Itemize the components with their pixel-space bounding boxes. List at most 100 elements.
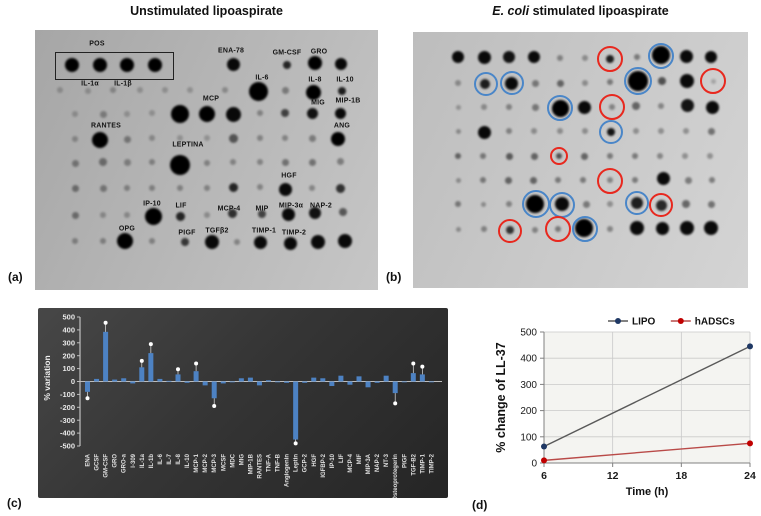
protein-spot bbox=[582, 55, 588, 61]
protein-spot bbox=[149, 135, 155, 141]
protein-spot bbox=[684, 176, 692, 184]
protein-label: IL-10 bbox=[336, 76, 354, 84]
protein-spot bbox=[477, 125, 491, 139]
protein-spot bbox=[257, 184, 263, 190]
panel-d-line-chart: 0 100 200 300 400 500 6 12 18 24 Time (h) % change … bbox=[490, 312, 760, 510]
protein-spot bbox=[226, 57, 240, 71]
protein-spot bbox=[253, 235, 267, 249]
protein-spot bbox=[577, 100, 591, 114]
protein-spot bbox=[582, 200, 590, 208]
protein-spot bbox=[283, 61, 291, 69]
protein-spot bbox=[582, 80, 588, 86]
bar-IL-7 bbox=[166, 380, 172, 382]
x-category-label: ENA bbox=[86, 453, 92, 466]
bar-IL-10 bbox=[184, 381, 190, 383]
bar-RANTES bbox=[256, 381, 262, 386]
x-category-label: GRO bbox=[113, 454, 119, 468]
x-tick-label: 12 bbox=[607, 470, 619, 482]
y-tick-label: 100 bbox=[520, 432, 537, 443]
x-category-label: MCP-1 bbox=[194, 453, 200, 472]
protein-spot bbox=[503, 51, 515, 63]
protein-spot bbox=[630, 221, 644, 235]
protein-spot bbox=[177, 185, 183, 191]
protein-spot bbox=[530, 152, 538, 160]
bar-MDC bbox=[229, 381, 235, 383]
x-category-label: MIG bbox=[239, 454, 245, 466]
x-category-label: MIP-1B bbox=[248, 453, 254, 474]
panel-b-title: E. coli stimulated lipoaspirate bbox=[413, 4, 748, 18]
x-category-label: I-309 bbox=[131, 453, 137, 467]
x-category-label: Angiogenin bbox=[285, 454, 291, 487]
y-tick-label: 300 bbox=[62, 338, 75, 347]
bar-PIGF bbox=[401, 381, 407, 383]
protein-spot bbox=[309, 207, 321, 219]
protein-spot bbox=[309, 185, 315, 191]
protein-spot bbox=[162, 87, 168, 93]
bar-Leptin bbox=[293, 381, 299, 440]
protein-spot bbox=[228, 182, 238, 192]
x-category-label: IP-10 bbox=[330, 453, 336, 468]
x-category-label: IL-1a bbox=[140, 453, 146, 468]
protein-spot bbox=[149, 185, 155, 191]
protein-spot bbox=[308, 134, 316, 142]
data-point-LIPO bbox=[541, 443, 547, 450]
protein-spot bbox=[281, 158, 289, 166]
bar-TNF-B bbox=[275, 381, 281, 383]
protein-spot bbox=[633, 128, 639, 134]
significance-marker bbox=[212, 404, 217, 409]
protein-label: RANTES bbox=[91, 122, 121, 130]
protein-spot bbox=[222, 87, 228, 93]
protein-spot bbox=[632, 177, 638, 183]
panel-c-bar-chart: 500 400 300 200 100 0 -100 -200 -300 -400 -500 % va… bbox=[38, 308, 448, 498]
bar-MIP-1B bbox=[247, 377, 253, 382]
protein-spot bbox=[658, 103, 664, 109]
y-tick-label: 0 bbox=[71, 377, 75, 386]
x-category-label: MCP-2 bbox=[203, 453, 209, 472]
protein-spot bbox=[205, 235, 219, 249]
protein-spot bbox=[99, 158, 107, 166]
x-category-label: IL-1b bbox=[149, 454, 155, 469]
protein-spot bbox=[455, 226, 461, 232]
protein-spot bbox=[481, 104, 487, 110]
bar-TIMP-2 bbox=[428, 381, 434, 383]
x-category-label: MIP-3A bbox=[366, 453, 372, 474]
line-chart-svg: 0 100 200 300 400 500 6 12 18 24 Time (h) % change … bbox=[494, 317, 756, 499]
significance-marker bbox=[420, 364, 425, 369]
protein-spot bbox=[334, 107, 346, 119]
highlight-circle-red bbox=[545, 216, 571, 242]
protein-spot bbox=[257, 135, 263, 141]
protein-spot bbox=[281, 109, 289, 117]
protein-spot bbox=[556, 79, 564, 87]
significance-marker bbox=[411, 361, 416, 366]
x-category-label: MDC bbox=[230, 453, 236, 467]
x-category-label: GCSF bbox=[95, 454, 101, 471]
bar-GRO-a bbox=[121, 378, 127, 382]
significance-marker bbox=[85, 396, 90, 401]
highlight-circle-blue bbox=[474, 72, 498, 96]
bar-MCP-2 bbox=[202, 381, 208, 386]
protein-spot bbox=[680, 98, 694, 112]
highlight-circle-red bbox=[597, 168, 623, 194]
protein-label: LEPTINA bbox=[172, 141, 204, 149]
series-line-LIPO bbox=[543, 345, 751, 448]
protein-spot bbox=[305, 84, 321, 100]
panel-a-letter: (a) bbox=[8, 270, 23, 284]
protein-spot bbox=[57, 87, 63, 93]
x-tick-label: 18 bbox=[675, 470, 687, 482]
protein-label: MIP bbox=[255, 205, 269, 213]
protein-spot bbox=[225, 106, 241, 122]
protein-spot bbox=[306, 107, 318, 119]
y-tick-label: 200 bbox=[520, 406, 537, 417]
highlight-circle-blue bbox=[648, 43, 674, 69]
protein-spot bbox=[228, 133, 238, 143]
protein-spot bbox=[335, 183, 345, 193]
x-category-label: TIMP-1 bbox=[420, 453, 426, 473]
highlight-circle-blue bbox=[522, 190, 550, 218]
protein-spot bbox=[528, 51, 540, 63]
protein-label: IL-8 bbox=[308, 76, 322, 84]
bar-TGF-B2 bbox=[410, 373, 416, 382]
protein-spot bbox=[124, 212, 130, 218]
x-category-label: HGF bbox=[312, 454, 318, 467]
y-tick-label: 200 bbox=[62, 351, 75, 360]
